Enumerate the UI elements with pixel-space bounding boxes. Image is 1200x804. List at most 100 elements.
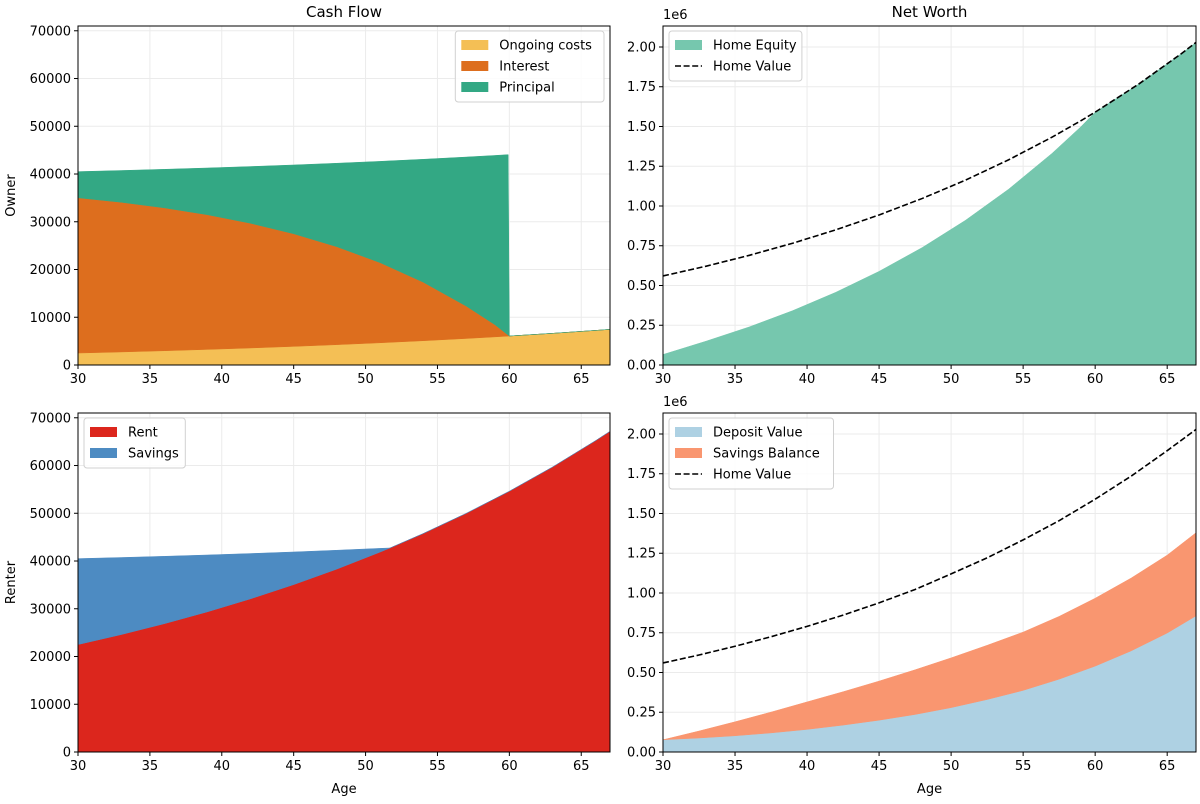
x-tick-label: 50 bbox=[357, 372, 374, 387]
legend-label-savings-balance: Savings Balance bbox=[713, 447, 820, 462]
x-tick-label: 55 bbox=[429, 372, 446, 387]
subplot-1: 30 35 40 45 50 55 60 65 0.00 0.25 0.50 0.75 1.00 1.25… bbox=[627, 3, 1197, 387]
y-tick-label: 0 bbox=[63, 746, 71, 761]
y-tick-label: 10000 bbox=[30, 698, 71, 713]
legend-label-ongoing-costs: Ongoing costs bbox=[499, 39, 592, 54]
x-tick-label: 30 bbox=[70, 372, 87, 387]
x-tick-label: 35 bbox=[142, 759, 159, 774]
legend-swatch-savings bbox=[90, 448, 117, 458]
legend-box bbox=[668, 30, 803, 82]
legend-label-principal: Principal bbox=[499, 81, 554, 96]
x-tick-label: 40 bbox=[799, 372, 816, 387]
y-tick-label: 60000 bbox=[30, 72, 71, 87]
subplot-2: 30 35 40 45 50 55 60 65 0 10000 20000 30000 40000 500… bbox=[4, 411, 611, 797]
y-tick-label: 0.25 bbox=[627, 319, 656, 334]
x-tick-label: 55 bbox=[1015, 759, 1032, 774]
x-tick-label: 45 bbox=[871, 759, 888, 774]
y-tick-label: 20000 bbox=[30, 650, 71, 665]
x-tick-label: 30 bbox=[655, 759, 672, 774]
y-tick-label: 40000 bbox=[30, 168, 71, 183]
axes-frame bbox=[662, 25, 1197, 366]
x-tick-label: 45 bbox=[871, 372, 888, 387]
y-tick-label: 1.50 bbox=[627, 120, 656, 135]
x-tick-label: 45 bbox=[285, 759, 302, 774]
y-axis-label: Renter bbox=[4, 560, 19, 604]
y-tick-label: 50000 bbox=[30, 507, 71, 522]
y-tick-label: 1.75 bbox=[627, 80, 656, 95]
x-tick-label: 50 bbox=[943, 759, 960, 774]
legend-swatch-deposit-value bbox=[675, 427, 702, 437]
subplot-title: Cash Flow bbox=[306, 3, 382, 21]
x-tick-label: 40 bbox=[799, 759, 816, 774]
y-tick-label: 1.75 bbox=[627, 467, 656, 482]
area-savings bbox=[77, 431, 611, 645]
y-tick-label: 1.25 bbox=[627, 160, 656, 175]
x-tick-label: 55 bbox=[429, 759, 446, 774]
y-tick-label: 0 bbox=[63, 359, 71, 374]
y-tick-label: 1.50 bbox=[627, 507, 656, 522]
x-tick-label: 35 bbox=[727, 372, 744, 387]
y-tick-label: 0.75 bbox=[627, 239, 656, 254]
y-axis-label: Owner bbox=[4, 174, 19, 217]
x-tick-label: 60 bbox=[501, 372, 518, 387]
legend-label-savings: Savings bbox=[128, 447, 179, 462]
y-tick-label: 0.50 bbox=[627, 666, 656, 681]
x-tick-label: 35 bbox=[142, 372, 159, 387]
line-home-value bbox=[662, 41, 1197, 277]
legend-swatch-ongoing-costs bbox=[461, 40, 489, 50]
y-tick-label: 1.00 bbox=[627, 586, 656, 601]
y-tick-label: 30000 bbox=[30, 602, 71, 617]
axes-frame bbox=[662, 412, 1197, 753]
x-tick-label: 65 bbox=[1159, 372, 1176, 387]
y-offset-label: 1e6 bbox=[663, 395, 688, 410]
subplot-title: Net Worth bbox=[892, 3, 968, 21]
legend-swatch-principal bbox=[461, 82, 489, 92]
y-tick-label: 0.00 bbox=[627, 746, 656, 761]
x-tick-label: 50 bbox=[357, 759, 374, 774]
subplot-0: 30 35 40 45 50 55 60 65 0 10000 20000 30000 40000 500… bbox=[4, 3, 611, 387]
x-tick-label: 40 bbox=[214, 372, 231, 387]
x-tick-label: 65 bbox=[1159, 759, 1176, 774]
y-tick-label: 0.00 bbox=[627, 359, 656, 374]
subplot-3: 30 35 40 45 50 55 60 65 0.00 0.25 0.50 0.75 1.00 1.25… bbox=[627, 395, 1197, 797]
x-tick-label: 65 bbox=[573, 372, 590, 387]
legend-swatch-savings-balance bbox=[675, 448, 702, 458]
x-axis-label: Age bbox=[917, 782, 942, 797]
y-tick-label: 50000 bbox=[30, 120, 71, 135]
y-tick-label: 1.00 bbox=[627, 199, 656, 214]
legend-label-interest: Interest bbox=[499, 60, 549, 75]
legend-swatch-home-equity bbox=[675, 40, 702, 50]
y-tick-label: 70000 bbox=[30, 24, 71, 39]
legend-label-home-value: Home Value bbox=[713, 468, 791, 483]
y-tick-label: 60000 bbox=[30, 459, 71, 474]
x-tick-label: 55 bbox=[1015, 372, 1032, 387]
line-home-value bbox=[662, 428, 1197, 664]
x-axis-label: Age bbox=[331, 782, 356, 797]
legend-label-rent: Rent bbox=[128, 426, 158, 441]
x-tick-label: 30 bbox=[655, 372, 672, 387]
axes-frame bbox=[77, 412, 611, 753]
y-offset-label: 1e6 bbox=[663, 8, 688, 23]
legend-label-home-equity: Home Equity bbox=[713, 39, 797, 54]
legend: Deposit Value Savings Balance Home Value bbox=[668, 417, 834, 490]
y-tick-label: 70000 bbox=[30, 411, 71, 426]
x-tick-label: 60 bbox=[1087, 372, 1104, 387]
y-tick-label: 0.75 bbox=[627, 626, 656, 641]
x-tick-label: 30 bbox=[70, 759, 87, 774]
x-tick-label: 50 bbox=[943, 372, 960, 387]
legend-swatch-interest bbox=[461, 61, 489, 71]
legend-box bbox=[668, 417, 834, 490]
x-tick-label: 40 bbox=[214, 759, 231, 774]
legend-label-home-value: Home Value bbox=[713, 60, 791, 75]
x-tick-label: 35 bbox=[727, 759, 744, 774]
y-tick-label: 2.00 bbox=[627, 40, 656, 55]
area-principal bbox=[77, 154, 611, 337]
axes-frame bbox=[77, 25, 611, 366]
legend-label-deposit-value: Deposit Value bbox=[713, 426, 803, 441]
y-tick-label: 2.00 bbox=[627, 427, 656, 442]
legend: Home Equity Home Value bbox=[668, 30, 803, 82]
y-tick-label: 30000 bbox=[30, 215, 71, 230]
legend: Rent Savings bbox=[83, 417, 186, 469]
y-tick-label: 20000 bbox=[30, 263, 71, 278]
